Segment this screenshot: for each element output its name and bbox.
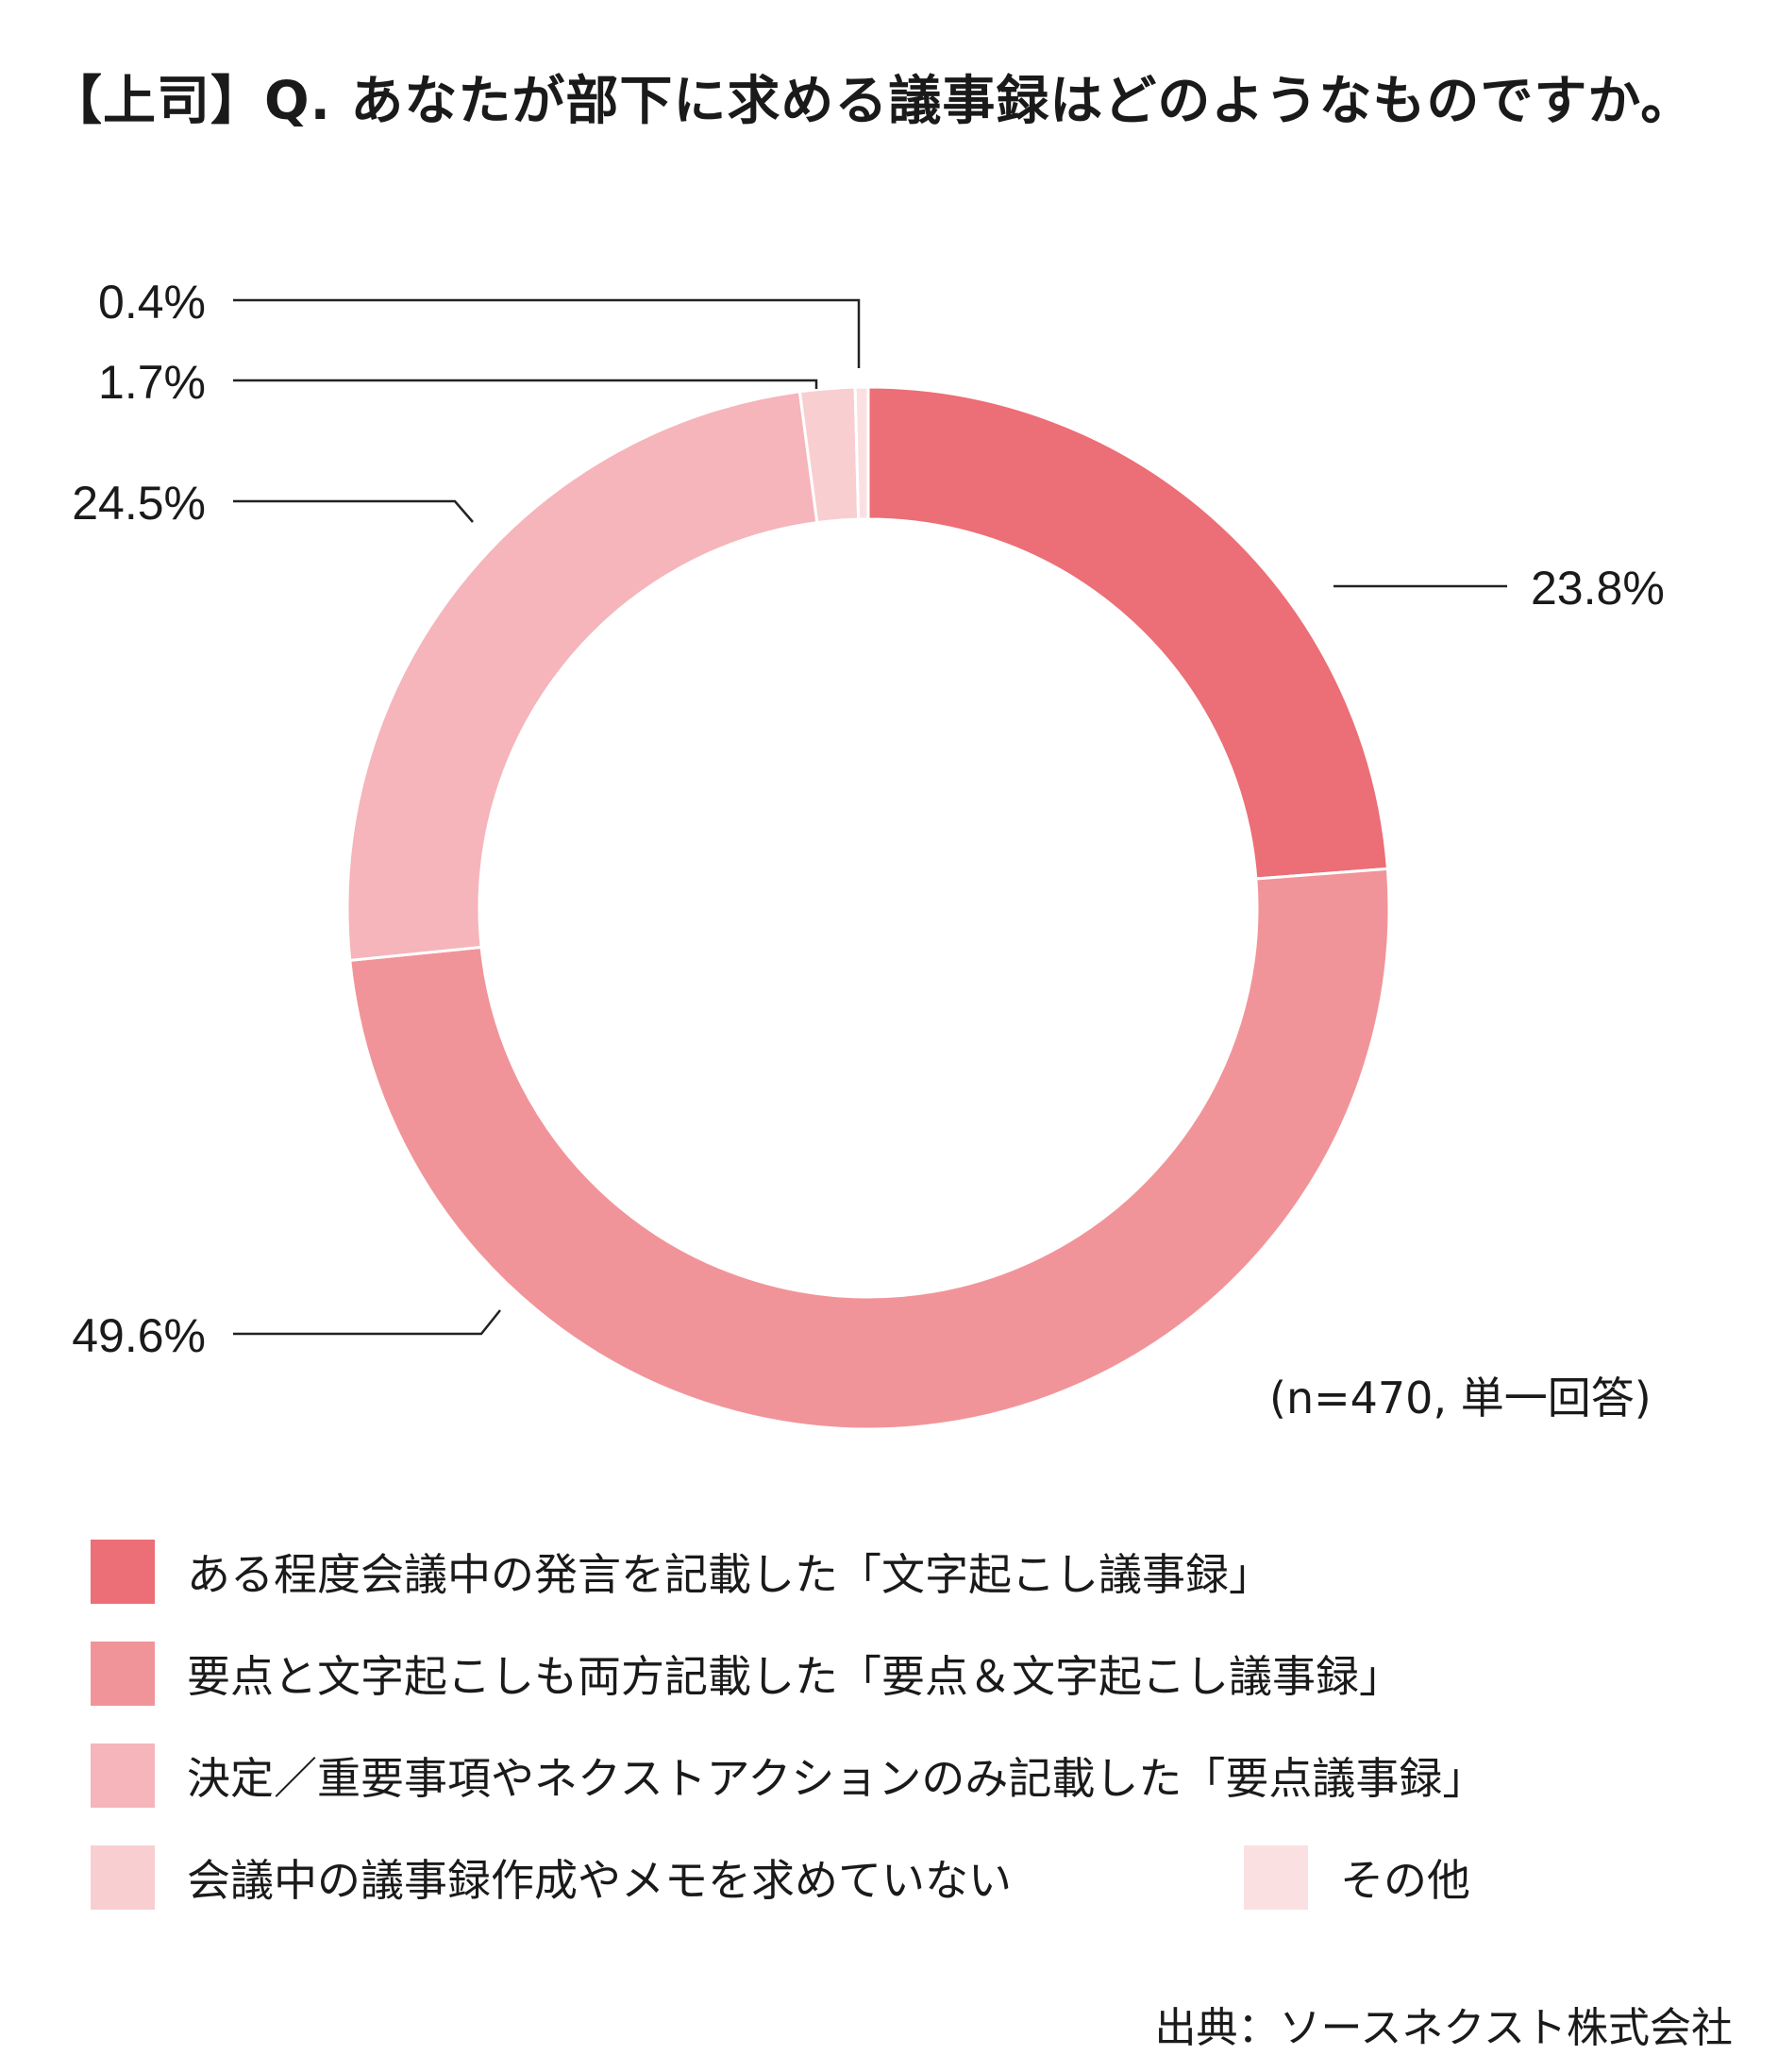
value-label-slice-4: 0.4% <box>98 276 206 328</box>
legend-item-1: 要点と文字起こしも両方記載した「要点＆文字起こし議事録」 <box>91 1641 1402 1707</box>
leader-line-slice-4 <box>233 298 861 368</box>
legend-item-2: 決定／重要事項やネクストアクションのみ記載した「要点議事録」 <box>91 1743 1485 1809</box>
legend-label-1: 要点と文字起こしも両方記載した「要点＆文字起こし議事録」 <box>187 1651 1402 1702</box>
legend-item-4: その他 <box>1244 1845 1470 1911</box>
legend-label-2: 決定／重要事項やネクストアクションのみ記載した「要点議事録」 <box>187 1753 1486 1804</box>
donut-slices <box>345 385 1391 1431</box>
legend-swatch-4 <box>1244 1845 1308 1910</box>
leader-line-slice-2 <box>233 499 474 523</box>
value-label-slice-0: 23.8% <box>1531 562 1665 615</box>
legend-label-4: その他 <box>1340 1855 1470 1906</box>
value-label-slice-3: 1.7% <box>98 356 206 409</box>
donut-chart: 23.8% 49.6% 24.5% 1.7% 0.4% <box>72 276 1665 1431</box>
value-label-slice-1: 49.6% <box>72 1309 206 1362</box>
leader-line-slice-3 <box>233 379 818 389</box>
legend-swatch-1 <box>91 1642 155 1706</box>
legend-item-0: ある程度会議中の発言を記載した「文字起こし議事録」 <box>91 1539 1272 1605</box>
value-label-slice-2: 24.5% <box>72 477 206 530</box>
legend-item-3: 会議中の議事録作成やメモを求めていない <box>91 1845 1012 1911</box>
leader-line-slice-1 <box>233 1309 501 1336</box>
sample-note: (n=470, 単一回答) <box>1269 1373 1652 1423</box>
legend-swatch-0 <box>91 1540 155 1604</box>
source-credit: 出典：ソースネクスト株式会社 <box>1154 2004 1733 2052</box>
leader-lines <box>233 298 1507 1336</box>
donut-slice-2 <box>345 390 819 963</box>
donut-slice-0 <box>866 385 1390 881</box>
legend-label-0: ある程度会議中の発言を記載した「文字起こし議事録」 <box>187 1549 1272 1600</box>
legend-label-3: 会議中の議事録作成やメモを求めていない <box>187 1855 1012 1906</box>
chart-title: 【上司】Q. あなたが部下に求める議事録はどのようなものですか。 <box>49 71 1695 132</box>
legend-swatch-3 <box>91 1845 155 1910</box>
legend-swatch-2 <box>91 1744 155 1808</box>
value-labels: 23.8% 49.6% 24.5% 1.7% 0.4% <box>72 276 1665 1362</box>
donut-slice-1 <box>348 867 1391 1431</box>
donut-slice-4 <box>853 385 870 521</box>
